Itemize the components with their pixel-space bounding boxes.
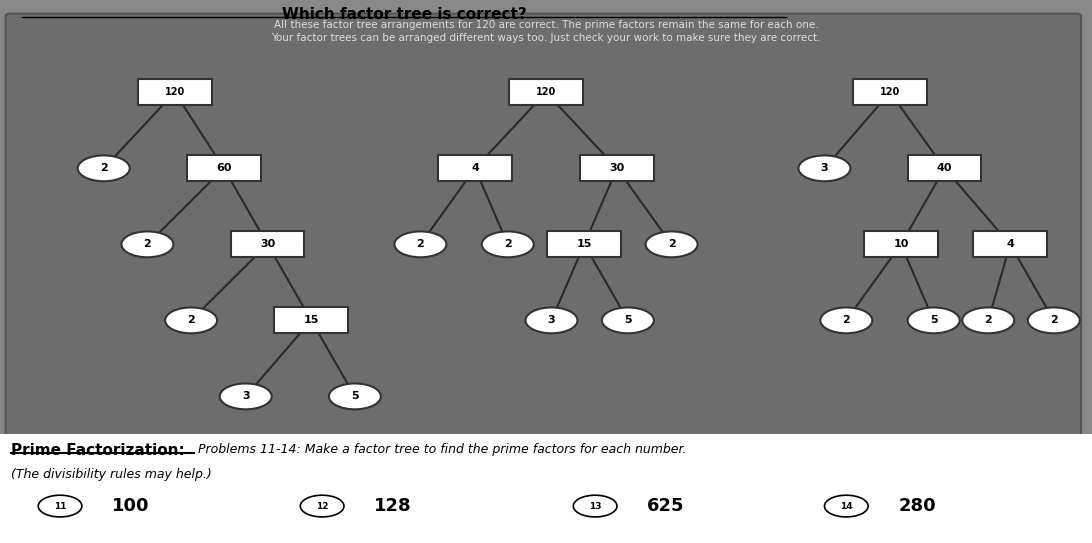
Text: 120: 120 [880,87,900,97]
Circle shape [482,231,534,257]
Circle shape [394,231,447,257]
FancyBboxPatch shape [853,79,927,105]
Text: 2: 2 [984,315,993,325]
Text: (The divisibility rules may help.): (The divisibility rules may help.) [11,468,212,481]
Text: 2: 2 [416,239,425,249]
Text: 14: 14 [840,502,853,510]
Text: 2: 2 [99,163,108,173]
Text: 30: 30 [609,163,625,173]
Text: 3: 3 [821,163,828,173]
FancyBboxPatch shape [438,155,512,181]
Text: 15: 15 [304,315,319,325]
Text: 120: 120 [165,87,185,97]
Circle shape [645,231,698,257]
Circle shape [824,495,868,517]
Circle shape [78,155,130,181]
FancyBboxPatch shape [274,307,348,333]
FancyBboxPatch shape [580,155,654,181]
Circle shape [219,383,272,409]
Text: 13: 13 [589,502,602,510]
Circle shape [573,495,617,517]
FancyBboxPatch shape [138,79,212,105]
Text: 10: 10 [893,239,909,249]
Circle shape [38,495,82,517]
Circle shape [525,307,578,333]
Text: 2: 2 [143,239,152,249]
FancyBboxPatch shape [907,155,982,181]
Circle shape [121,231,174,257]
Text: 5: 5 [352,392,358,401]
Text: Prime Factorization:: Prime Factorization: [11,443,185,458]
Text: 60: 60 [216,163,232,173]
Text: 5: 5 [625,315,631,325]
Text: 2: 2 [187,315,195,325]
FancyBboxPatch shape [230,231,305,257]
Text: 40: 40 [937,163,952,173]
Text: 2: 2 [1049,315,1058,325]
Text: 2: 2 [842,315,851,325]
Text: 280: 280 [899,497,936,515]
Text: Problems 11-14: Make a factor tree to find the prime factors for each number.: Problems 11-14: Make a factor tree to fi… [194,443,687,456]
Text: 2: 2 [667,239,676,249]
Circle shape [165,307,217,333]
Text: 12: 12 [316,502,329,510]
FancyBboxPatch shape [509,79,583,105]
Text: 5: 5 [930,315,937,325]
Text: 4: 4 [471,163,479,173]
FancyBboxPatch shape [973,231,1047,257]
Circle shape [962,307,1014,333]
Circle shape [329,383,381,409]
Text: 15: 15 [577,239,592,249]
Text: 128: 128 [375,497,412,515]
Circle shape [798,155,851,181]
Text: 100: 100 [112,497,150,515]
Circle shape [1028,307,1080,333]
Text: 120: 120 [536,87,556,97]
FancyBboxPatch shape [5,14,1081,440]
Circle shape [602,307,654,333]
Text: 11: 11 [54,502,67,510]
Text: Your factor trees can be arranged different ways too. Just check your work to ma: Your factor trees can be arranged differ… [271,33,821,42]
Text: 3: 3 [242,392,249,401]
Text: All these factor tree arrangements for 120 are correct. The prime factors remain: All these factor tree arrangements for 1… [274,20,818,30]
Circle shape [907,307,960,333]
FancyBboxPatch shape [547,231,621,257]
Text: 30: 30 [260,239,275,249]
Circle shape [820,307,873,333]
Text: 625: 625 [648,497,685,515]
Text: Which factor tree is correct?: Which factor tree is correct? [282,7,526,22]
FancyBboxPatch shape [187,155,261,181]
FancyBboxPatch shape [0,434,1092,543]
FancyBboxPatch shape [864,231,938,257]
Text: 2: 2 [503,239,512,249]
Text: 3: 3 [548,315,555,325]
Circle shape [300,495,344,517]
Text: 4: 4 [1006,239,1014,249]
